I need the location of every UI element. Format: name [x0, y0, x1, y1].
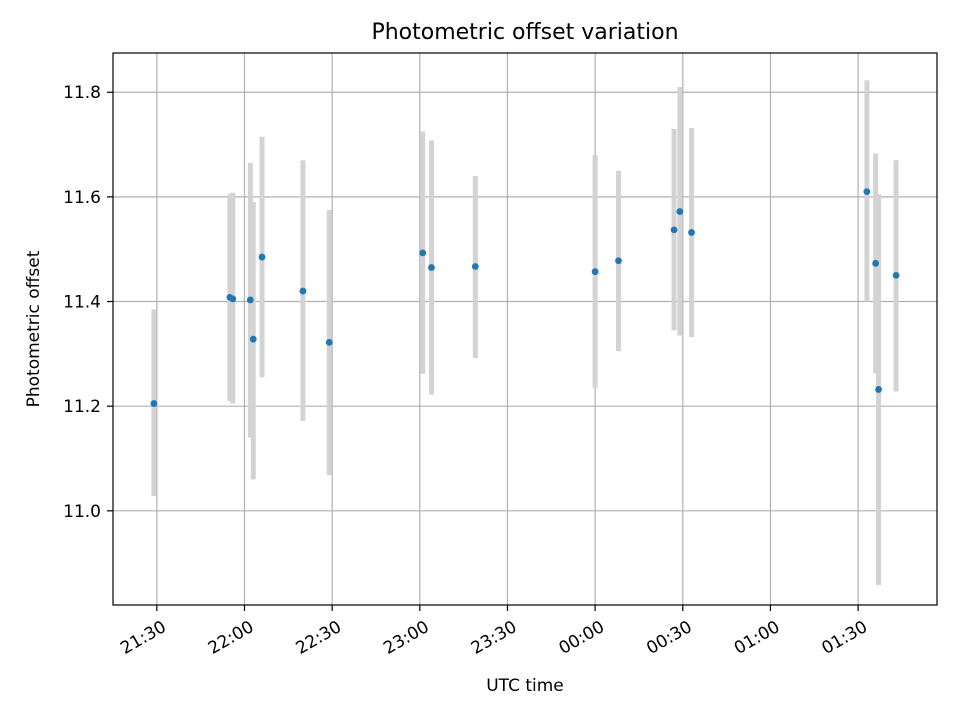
- tick-layer: 21:30 22:00 22:30 23:00 23:30 00:00 00:30 01:00…: [63, 83, 871, 659]
- point-layer: [150, 188, 900, 407]
- data-point: [615, 257, 622, 265]
- data-point: [229, 295, 237, 303]
- data-point: [299, 287, 307, 295]
- data-point: [258, 253, 266, 261]
- data-point: [246, 296, 254, 304]
- x-axis-label: UTC time: [486, 676, 564, 696]
- data-point: [249, 335, 257, 343]
- x-tick-label: 22:00: [205, 617, 257, 659]
- data-point: [419, 249, 427, 257]
- data-point: [150, 400, 158, 407]
- x-tick-label: 23:30: [468, 617, 520, 659]
- y-tick-label: 11.2: [63, 397, 101, 417]
- data-point: [872, 259, 880, 267]
- data-point: [591, 268, 599, 276]
- x-tick-label: 00:30: [643, 617, 695, 659]
- x-tick-label: 23:00: [380, 617, 432, 659]
- data-point: [670, 226, 678, 234]
- x-tick-label: 01:00: [731, 617, 783, 659]
- x-tick-label: 00:00: [556, 617, 608, 659]
- x-tick-label: 21:30: [117, 617, 169, 659]
- y-tick-label: 11.0: [63, 502, 101, 522]
- y-axis-label: Photometric offset: [24, 250, 44, 407]
- data-point: [428, 264, 435, 271]
- y-tick-label: 11.4: [63, 293, 101, 313]
- data-point: [892, 271, 900, 279]
- errorbar-layer: [151, 80, 899, 586]
- x-tick-label: 22:30: [293, 617, 345, 659]
- data-point: [325, 338, 333, 346]
- grid-layer: [113, 53, 937, 605]
- plot-frame: [112, 52, 938, 606]
- data-point: [676, 208, 684, 215]
- y-tick-label: 11.8: [63, 83, 101, 103]
- data-point: [688, 229, 695, 236]
- data-point: [875, 386, 882, 393]
- chart-title: Photometric offset variation: [371, 20, 678, 45]
- x-tick-label: 01:30: [819, 617, 871, 659]
- data-point: [471, 263, 479, 270]
- y-tick-label: 11.6: [63, 188, 101, 208]
- data-point: [863, 188, 871, 196]
